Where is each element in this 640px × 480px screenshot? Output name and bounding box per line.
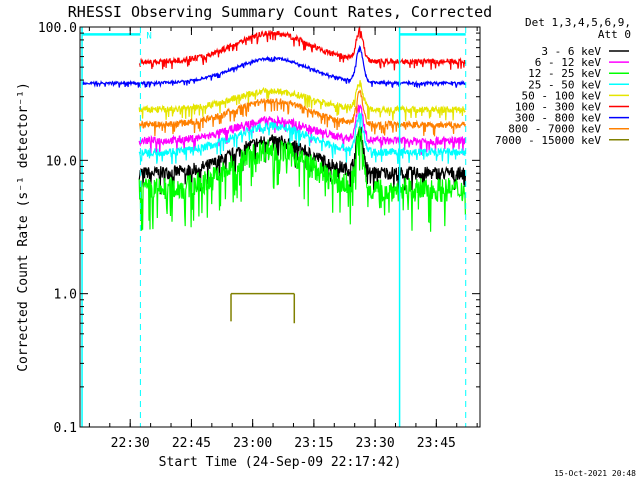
legend-label: 100 - 300 keV <box>515 101 601 114</box>
legend-header-line-2: Att 0 <box>598 28 631 41</box>
footer-timestamp: 15-Oct-2021 20:48 <box>554 469 636 478</box>
plot-area: N 0.1 1.0 10.0 100.0 22:30 22:45 23:00 23:15 23:… <box>38 21 481 451</box>
legend-label: 3 - 6 keV <box>541 45 601 58</box>
legend-label: 25 - 50 keV <box>528 78 601 91</box>
x-tick-label: 23:15 <box>294 436 333 451</box>
plot-frame <box>79 26 481 428</box>
x-tick-label: 23:30 <box>356 436 395 451</box>
legend-label: 6 - 12 keV <box>535 56 602 69</box>
y-tick-label: 1.0 <box>54 288 77 303</box>
legend-label: 7000 - 15000 keV <box>495 134 601 147</box>
y-tick-label: 0.1 <box>54 421 77 436</box>
series-6-12-kev-line <box>138 104 466 155</box>
legend-label: 800 - 7000 keV <box>508 123 601 136</box>
legend-label: 50 - 100 keV <box>522 89 602 102</box>
series-300-800-kev-line <box>81 45 467 89</box>
series-25-50-kev-line <box>138 112 466 165</box>
series-12-25-kev-line <box>138 127 466 232</box>
series-50-100-kev-line <box>138 80 466 122</box>
y-axis-label: Corrected Count Rate (s⁻¹ detector⁻¹) <box>16 82 31 372</box>
series-3-6-kev-line <box>138 126 466 196</box>
x-tick-label: 23:45 <box>417 436 456 451</box>
legend-header-line-1: Det 1,3,4,5,6,9, <box>525 16 631 29</box>
x-tick-label: 22:45 <box>172 436 211 451</box>
state-segment-label: N <box>146 31 151 41</box>
y-tick-label: 100.0 <box>38 21 77 36</box>
x-tick-label: 22:30 <box>111 436 150 451</box>
series-100-300-kev-line <box>138 25 466 71</box>
legend-label: 300 - 800 keV <box>515 112 601 125</box>
x-axis-label: Start Time (24-Sep-09 22:17:42) <box>159 455 402 470</box>
legend-label: 12 - 25 keV <box>528 67 601 80</box>
series-800-7000-kev-line <box>139 89 466 137</box>
x-tick-label: 23:00 <box>233 436 272 451</box>
y-tick-label: 10.0 <box>46 154 77 169</box>
chart-title: RHESSI Observing Summary Count Rates, Co… <box>68 3 492 21</box>
